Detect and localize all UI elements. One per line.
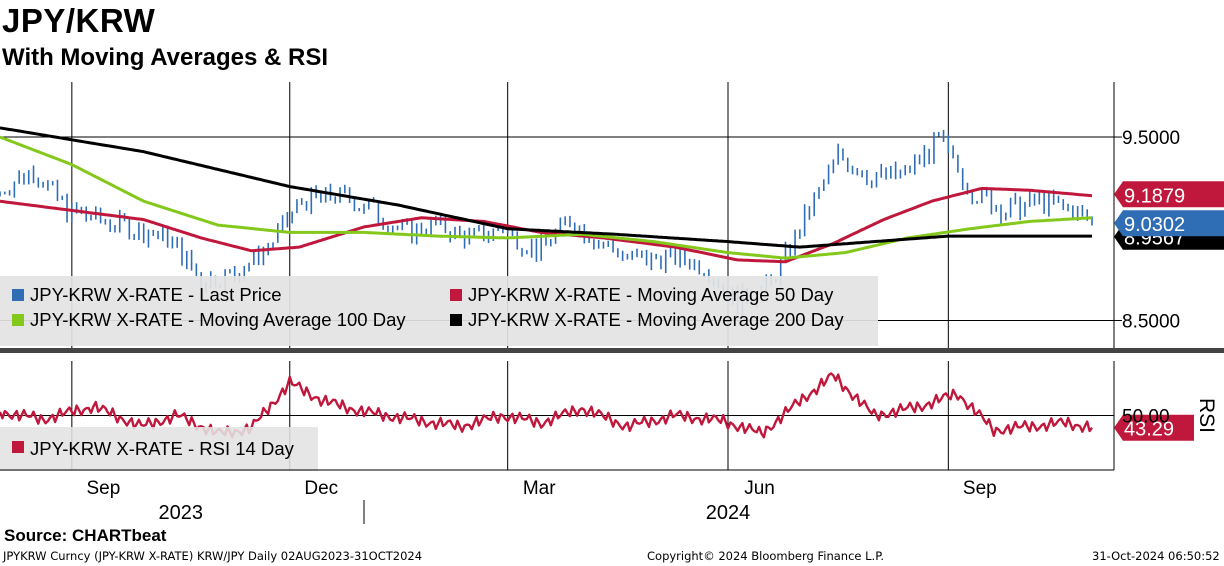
x-year-label: 2024 xyxy=(706,502,751,524)
rsi-line xyxy=(0,372,1093,439)
last-value-text-ma50: 9.1879 xyxy=(1124,185,1185,207)
x-month-label: Jun xyxy=(744,478,775,499)
price-legend-label: JPY-KRW X-RATE - Moving Average 100 Day xyxy=(30,309,406,330)
rsi-legend-label: JPY-KRW X-RATE - RSI 14 Day xyxy=(30,438,295,459)
price-tick-label: 8.5000 xyxy=(1122,311,1180,332)
x-month-label: Sep xyxy=(963,478,997,499)
price-legend-label: JPY-KRW X-RATE - Moving Average 50 Day xyxy=(468,284,834,305)
price-legend-swatch xyxy=(12,289,24,301)
price-tick-label: 9.5000 xyxy=(1122,128,1180,149)
price-legend-box xyxy=(0,276,878,346)
last-value-tag-price xyxy=(1114,210,1224,237)
price-legend-label: JPY-KRW X-RATE - Moving Average 200 Day xyxy=(468,309,844,330)
chart-subtitle: With Moving Averages & RSI xyxy=(2,44,329,71)
price-legend-swatch xyxy=(450,314,462,326)
last-value-text-price: 9.0302 xyxy=(1124,214,1185,236)
ma50-line xyxy=(0,186,1093,264)
footer-timestamp: 31-Oct-2024 06:50:52 xyxy=(1092,549,1220,563)
rsi-legend-swatch xyxy=(12,441,24,453)
footer-copyright: Copyright© 2024 Bloomberg Finance L.P. xyxy=(647,549,884,563)
price-legend-label: JPY-KRW X-RATE - Last Price xyxy=(30,284,282,305)
last-value-tag-rsi xyxy=(1114,414,1194,441)
ma200-line xyxy=(0,126,1092,249)
last-value-text-rsi: 43.29 xyxy=(1124,419,1174,441)
rsi-axis-label: RSI xyxy=(1195,398,1218,433)
panel-divider xyxy=(0,348,1224,353)
rsi-legend-box xyxy=(0,427,318,471)
price-bars xyxy=(0,129,1093,318)
x-month-label: Dec xyxy=(304,478,338,499)
last-value-tag-ma50 xyxy=(1114,181,1224,208)
price-legend-swatch xyxy=(12,314,24,326)
x-year-label: 2023 xyxy=(159,502,204,524)
footer-ticker-info: JPYKRW Curncy (JPY-KRW X-RATE) KRW/JPY D… xyxy=(3,549,423,563)
chart-title: JPY/KRW xyxy=(2,2,156,39)
price-legend-swatch xyxy=(450,289,462,301)
rsi-tick-label: 50.00 xyxy=(1122,407,1170,428)
source-note: Source: CHARTbeat xyxy=(4,526,167,545)
x-month-label: Sep xyxy=(86,478,120,499)
x-month-label: Mar xyxy=(523,478,556,499)
